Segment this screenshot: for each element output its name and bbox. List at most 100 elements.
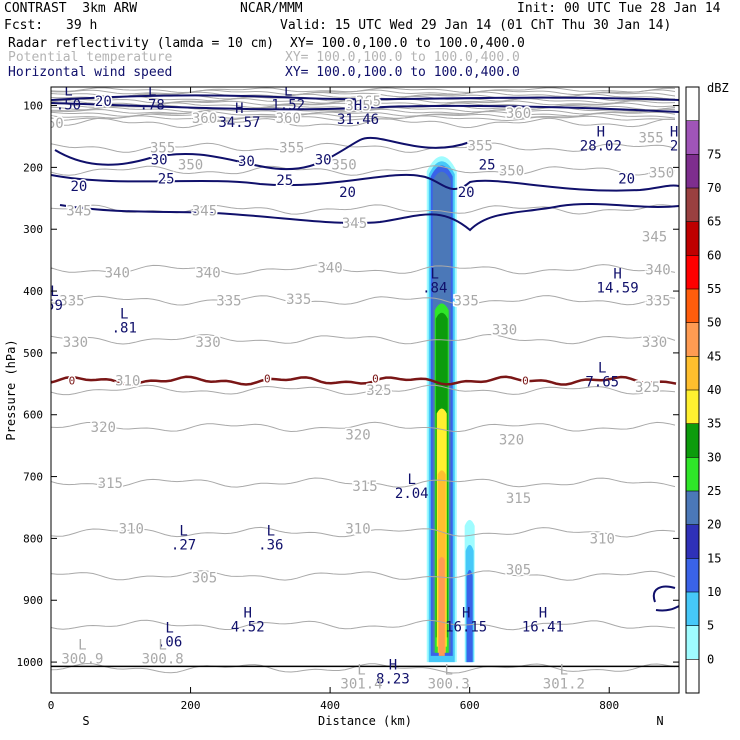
extremum-value: 8.23 [376,672,410,688]
extremum-value: 2.04 [395,486,429,502]
extremum-value: .81 [112,320,137,336]
colorbar-level-label: 0 [707,652,714,666]
colorbar-level-label: 20 [707,518,721,532]
wind-label: 30 [315,152,332,168]
extremum-value: 7.65 [585,375,619,391]
colorbar-level-label: 65 [707,215,721,229]
theta-label: 365 [345,99,370,115]
colorbar-swatch [686,188,699,222]
theta-label: 355 [150,141,175,157]
colorbar-level-label: 60 [707,248,721,262]
colorbar-swatch [686,221,699,256]
extremum-letter: L [267,523,275,539]
zero-contour-label: 0 [372,372,379,385]
extremum-letter: H [597,124,605,140]
extremum-value: 300.3 [428,676,470,692]
colorbar-level-label: 40 [707,383,721,397]
theta-label: 355 [638,131,663,147]
y-tick-label: 900 [23,594,43,607]
extremum-letter: H [244,606,252,622]
field-reflectivity-name: Radar reflectivity (lamda = 10 cm) [8,36,275,51]
extremum-value: 14.59 [597,281,639,297]
extremum-value: .78 [140,98,165,114]
field-theta-xy: XY= 100.0,100.0 to 100.0,400.0 [285,50,520,65]
theta-contour [51,333,676,345]
theta-contour-stratosphere [51,89,676,96]
theta-label: 305 [506,562,531,578]
theta-label: 340 [317,261,342,277]
wind-speed-contour [51,173,679,192]
theta-label: 350 [178,157,203,173]
extremum-letter: H [235,101,243,117]
wind-label: 20 [70,179,87,195]
theta-contour [51,384,676,396]
y-tick-label: 600 [23,409,43,422]
colorbar-level-label: 5 [707,619,714,633]
extremum-letter: H [670,124,678,140]
theta-label: 335 [645,293,670,309]
theta-label: 310 [345,522,370,538]
theta-label: 330 [642,335,667,351]
wind-label: 25 [479,157,496,173]
wind-label: 20 [339,185,356,201]
theta-contour [51,264,676,275]
theta-contour-stratosphere [51,113,676,119]
theta-label: 330 [195,335,220,351]
zero-contour-label: 0 [264,372,271,385]
fcst-value: 39 h [66,18,98,33]
extremum-value: 16.41 [522,620,564,636]
colorbar-level-label: 15 [707,551,721,565]
axis-end-left: S [82,714,89,728]
y-tick-label: 500 [23,347,43,360]
extremum-value: 300.8 [142,652,184,668]
extremum-value: 31.46 [337,112,379,128]
reflectivity-secondary-layer [466,569,473,663]
extremum-letter: L [50,284,58,300]
colorbar-level-label: 55 [707,282,721,296]
theta-label: 315 [506,491,531,507]
theta-contour [51,295,676,306]
theta-label: 345 [66,204,91,220]
theta-label: 365 [356,94,381,110]
theta-label: 355 [279,141,304,157]
x-tick-label: 800 [599,699,619,712]
theta-label: 320 [91,420,116,436]
extremum-value: 2 [670,138,678,154]
colorbar-swatch [686,289,699,323]
extremum-value: .84 [422,281,447,297]
field-wind-xy: XY= 100.0,100.0 to 100.0,400.0 [285,65,520,80]
extremum-value: 4.52 [231,620,265,636]
theta-label: 310 [119,522,144,538]
extremum-letter: H [354,98,362,114]
colorbar-level-label: 45 [707,349,721,363]
colorbar-level-label: 70 [707,181,721,195]
colorbar-swatch [686,659,699,693]
extremum-value: .27 [171,537,196,553]
y-tick-label: 700 [23,471,43,484]
colorbar-swatch [686,491,699,525]
y-tick-label: 100 [23,100,43,113]
wind-speed-contour [652,585,679,612]
extremum-letter: L [64,84,72,100]
colorbar-swatch [686,423,699,458]
theta-label: 345 [192,204,217,220]
extremum-letter: H [613,267,621,283]
colorbar-swatch [686,322,699,357]
theta-label: 335 [286,292,311,308]
theta-label: 350 [331,157,356,173]
theta-label: 340 [105,266,130,282]
extremum-value: 28.02 [580,138,622,154]
theta-label: 360 [506,106,531,122]
extremum-letter: L [445,662,453,678]
theta-contour [51,117,676,129]
theta-label: 315 [352,479,377,495]
theta-label: 345 [342,216,367,232]
wind-speed-contour [51,94,679,101]
y-tick-label: 200 [23,161,43,174]
plot-frame [50,86,680,694]
theta-label: 350 [499,163,524,179]
theta-label: 355 [467,139,492,155]
field-theta-name: Potential temperature [8,50,173,65]
